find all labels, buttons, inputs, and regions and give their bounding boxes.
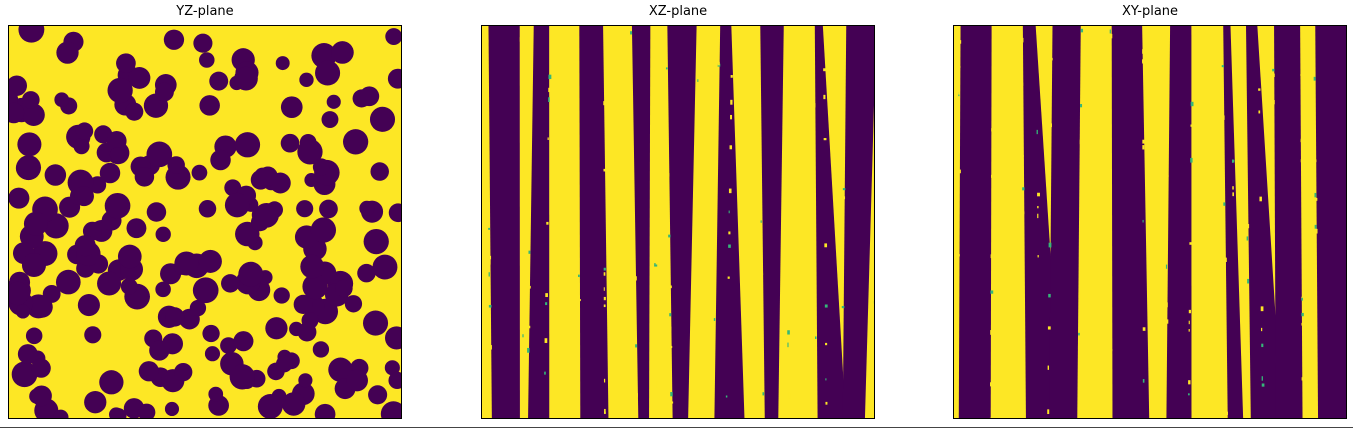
panel-yz [8,25,402,419]
xy-image [954,26,1346,418]
title-xy: XY-plane [1121,4,1179,19]
title-yz: YZ-plane [176,4,234,19]
xz-image [482,26,874,418]
bottom-divider [0,427,1353,428]
yz-image [9,26,401,418]
panel-xy [953,25,1347,419]
title-xz: XZ-plane [648,4,708,19]
panel-xz [481,25,875,419]
